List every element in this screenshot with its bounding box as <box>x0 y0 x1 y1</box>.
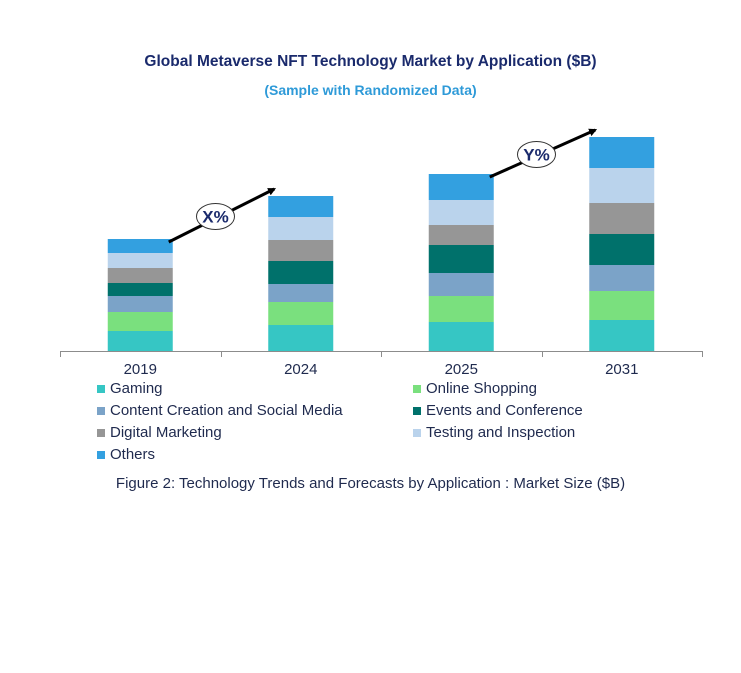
bar-segment-digital-marketing-2031 <box>589 203 655 234</box>
legend-label: Testing and Inspection <box>426 424 576 441</box>
legend-swatch <box>413 384 421 393</box>
bar-segment-online-shopping-2019 <box>107 312 173 331</box>
legend-label: Events and Conference <box>426 402 583 419</box>
legend-item: Gaming <box>97 380 163 397</box>
legend-item: Content Creation and Social Media <box>97 402 343 419</box>
growth-label-bubble <box>196 203 235 230</box>
bar-segment-others-2025 <box>428 174 494 200</box>
bar-segment-testing-and-inspection-2031 <box>589 168 655 203</box>
legend-item: Digital Marketing <box>97 424 222 441</box>
bar-segment-events-and-conference-2024 <box>268 261 334 284</box>
legend-swatch <box>97 406 105 415</box>
bar-segment-digital-marketing-2019 <box>107 268 173 283</box>
legend-label: Online Shopping <box>426 380 537 397</box>
legend-swatch <box>97 428 105 437</box>
bar-segment-online-shopping-2031 <box>589 291 655 320</box>
chart-subtitle: (Sample with Randomized Data) <box>264 82 477 98</box>
bar-segment-events-and-conference-2031 <box>589 234 655 265</box>
legend-swatch <box>97 450 105 459</box>
x-tick-label: 2019 <box>124 361 157 378</box>
legend-swatch <box>97 384 105 393</box>
bar-segment-gaming-2024 <box>268 325 334 351</box>
x-tick-label: 2031 <box>605 361 638 378</box>
bar-segment-gaming-2031 <box>589 320 655 351</box>
bar-segment-digital-marketing-2025 <box>428 225 494 245</box>
legend-item: Events and Conference <box>413 402 583 419</box>
bar-segment-testing-and-inspection-2024 <box>268 217 334 240</box>
bar-segment-content-creation-and-social-media-2031 <box>589 265 655 291</box>
figure-caption: Figure 2: Technology Trends and Forecast… <box>115 475 626 492</box>
bar-segment-others-2031 <box>589 137 655 168</box>
stacked-bar-chart: 2019 2024 2025 2031 X% Y% <box>60 128 703 378</box>
bar-segment-content-creation-and-social-media-2024 <box>268 284 334 302</box>
legend-label: Digital Marketing <box>110 424 222 441</box>
bar-segment-digital-marketing-2024 <box>268 240 334 261</box>
bar-segment-events-and-conference-2019 <box>107 283 173 296</box>
legend-label: Others <box>110 446 156 463</box>
legend-label: Content Creation and Social Media <box>110 402 343 419</box>
chart-title: Global Metaverse NFT Technology Market b… <box>144 53 597 70</box>
bar-segment-online-shopping-2025 <box>428 296 494 322</box>
bar-segment-others-2024 <box>268 196 334 217</box>
legend-item: Testing and Inspection <box>413 424 575 441</box>
bar-segment-content-creation-and-social-media-2025 <box>428 273 494 296</box>
bar-segment-testing-and-inspection-2019 <box>107 253 173 268</box>
legend-item: Online Shopping <box>413 380 537 397</box>
bar-segment-gaming-2019 <box>107 331 173 351</box>
bar-segment-gaming-2025 <box>428 322 494 351</box>
growth-label-bubble <box>517 141 556 168</box>
bar-segment-events-and-conference-2025 <box>428 245 494 273</box>
growth-label: X% <box>202 208 228 227</box>
bar-segment-others-2019 <box>107 239 173 253</box>
bar-segment-content-creation-and-social-media-2019 <box>107 296 173 312</box>
legend-swatch <box>413 428 421 437</box>
legend-swatch <box>413 406 421 415</box>
legend-label: Gaming <box>110 380 163 397</box>
x-tick-label: 2024 <box>284 361 317 378</box>
bar-segment-online-shopping-2024 <box>268 302 334 325</box>
legend-item: Others <box>97 446 155 463</box>
bar-segment-testing-and-inspection-2025 <box>428 200 494 225</box>
x-tick-label: 2025 <box>445 361 478 378</box>
growth-label: Y% <box>523 146 549 165</box>
